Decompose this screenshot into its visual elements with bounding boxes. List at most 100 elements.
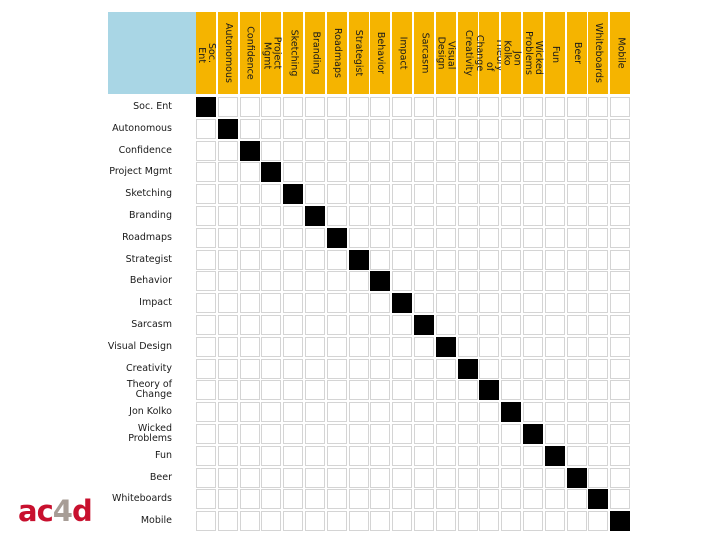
matrix-cell bbox=[217, 184, 238, 205]
matrix-cell bbox=[305, 227, 325, 248]
matrix-cell bbox=[326, 336, 347, 357]
matrix-cell bbox=[196, 424, 216, 444]
matrix-cell bbox=[414, 445, 434, 466]
matrix-cell bbox=[392, 489, 413, 510]
matrix-cell bbox=[261, 249, 282, 270]
logo-letters-ac: ac bbox=[18, 494, 54, 528]
matrix-cell bbox=[501, 445, 522, 466]
matrix-cell bbox=[326, 118, 347, 139]
row-header-roadmaps: Roadmaps bbox=[122, 231, 172, 243]
matrix-cell bbox=[348, 467, 369, 488]
matrix-cell bbox=[523, 97, 543, 117]
matrix-cell bbox=[435, 271, 456, 292]
matrix-cell bbox=[261, 315, 282, 335]
matrix-cell bbox=[392, 358, 413, 379]
matrix-cell bbox=[435, 293, 456, 314]
matrix-cell bbox=[435, 445, 456, 466]
matrix-cell bbox=[283, 467, 304, 488]
matrix-cell bbox=[283, 380, 304, 401]
matrix-cell bbox=[435, 227, 456, 248]
matrix-cell bbox=[370, 315, 391, 335]
matrix-cell bbox=[217, 402, 238, 423]
matrix-cell bbox=[239, 445, 260, 466]
matrix-cell bbox=[414, 293, 434, 314]
matrix-cell bbox=[457, 293, 478, 314]
matrix-cell bbox=[610, 249, 631, 270]
matrix-cell bbox=[261, 424, 282, 444]
matrix-cell bbox=[501, 184, 522, 205]
matrix-cell bbox=[523, 336, 543, 357]
matrix-cell bbox=[479, 249, 500, 270]
matrix-cell bbox=[479, 140, 500, 161]
matrix-cell bbox=[283, 315, 304, 335]
row-header-creativity: Creativity bbox=[126, 362, 172, 374]
matrix-cell bbox=[239, 227, 260, 248]
matrix-cell bbox=[501, 249, 522, 270]
column-header-label: Behavior bbox=[375, 31, 387, 75]
matrix-cell-filled bbox=[283, 184, 304, 205]
matrix-cell bbox=[261, 445, 282, 466]
matrix-cell-filled bbox=[348, 249, 369, 270]
matrix-cell bbox=[457, 162, 478, 183]
matrix-cell bbox=[457, 184, 478, 205]
matrix-cell bbox=[501, 293, 522, 314]
matrix-cell bbox=[501, 206, 522, 226]
matrix-cell bbox=[414, 424, 434, 444]
matrix-cell bbox=[457, 315, 478, 335]
matrix-cell bbox=[544, 97, 565, 117]
matrix-cell bbox=[610, 206, 631, 226]
matrix-cell bbox=[370, 380, 391, 401]
matrix-cell bbox=[305, 293, 325, 314]
matrix-cell bbox=[544, 184, 565, 205]
matrix-cell bbox=[326, 271, 347, 292]
matrix-cell bbox=[326, 140, 347, 161]
column-header-label: Visual Design bbox=[435, 36, 457, 70]
matrix-cell bbox=[566, 227, 587, 248]
matrix-cell bbox=[566, 293, 587, 314]
column-header-wicked-problems: Wicked Problems bbox=[523, 12, 545, 94]
matrix-cell bbox=[348, 162, 369, 183]
matrix-cell bbox=[501, 97, 522, 117]
matrix-cell bbox=[217, 358, 238, 379]
matrix-cell bbox=[457, 511, 478, 532]
matrix-cell-filled bbox=[414, 315, 434, 335]
matrix-cell bbox=[544, 140, 565, 161]
matrix-cell bbox=[239, 424, 260, 444]
matrix-cell bbox=[261, 489, 282, 510]
matrix-cell bbox=[326, 402, 347, 423]
matrix-cell bbox=[348, 140, 369, 161]
column-header-whiteboards: Whiteboards bbox=[588, 12, 609, 94]
matrix-cell bbox=[588, 424, 609, 444]
column-header-autonomous: Autonomous bbox=[217, 12, 238, 94]
matrix-cell bbox=[566, 445, 587, 466]
matrix-cell bbox=[239, 467, 260, 488]
column-header-label: Wicked Problems bbox=[523, 31, 545, 75]
matrix-cell bbox=[239, 206, 260, 226]
matrix-cell bbox=[348, 293, 369, 314]
matrix-cell bbox=[283, 336, 304, 357]
row-header-sarcasm: Sarcasm bbox=[131, 319, 172, 330]
matrix-cell bbox=[392, 97, 413, 117]
matrix-cell bbox=[283, 511, 304, 532]
matrix-cell bbox=[610, 227, 631, 248]
matrix-cell bbox=[457, 380, 478, 401]
matrix-cell bbox=[348, 511, 369, 532]
matrix-cell bbox=[414, 97, 434, 117]
row-header-jon-kolko: Jon Kolko bbox=[129, 406, 172, 418]
matrix-cell bbox=[501, 336, 522, 357]
matrix-cell bbox=[348, 336, 369, 357]
matrix-cell bbox=[414, 140, 434, 161]
matrix-cell bbox=[239, 184, 260, 205]
matrix-cell bbox=[239, 271, 260, 292]
matrix-cell bbox=[479, 467, 500, 488]
matrix-cell bbox=[392, 162, 413, 183]
matrix-cell bbox=[348, 206, 369, 226]
matrix-cell bbox=[348, 380, 369, 401]
matrix-cell bbox=[457, 445, 478, 466]
column-header-beer: Beer bbox=[566, 12, 587, 94]
matrix-cell bbox=[523, 380, 543, 401]
column-header-label: Project Mgmt bbox=[261, 36, 283, 70]
matrix-cell bbox=[283, 249, 304, 270]
column-header-theory-of-change: Theory of Change bbox=[474, 12, 505, 94]
matrix-cell bbox=[435, 380, 456, 401]
